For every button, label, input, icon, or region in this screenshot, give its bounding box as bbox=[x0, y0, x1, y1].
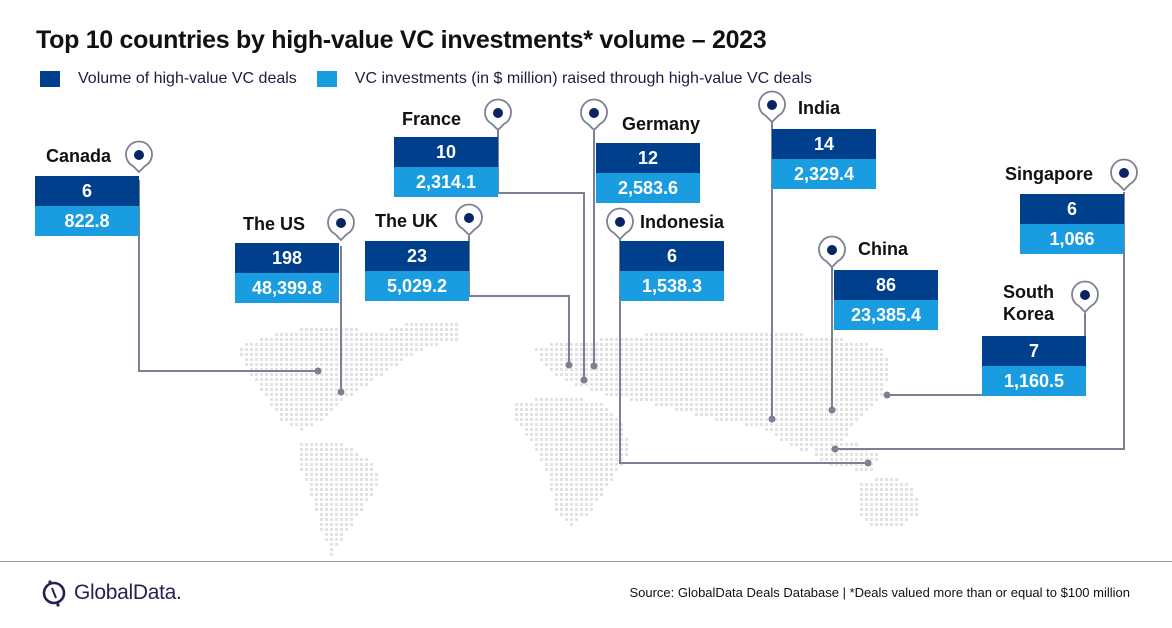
chart-title: Top 10 countries by high-value VC invest… bbox=[36, 26, 767, 54]
country-label-uk: The UK bbox=[375, 211, 438, 231]
legend-item-volume: Volume of high-value VC deals bbox=[40, 70, 297, 88]
legend: Volume of high-value VC deals VC investm… bbox=[40, 70, 832, 88]
map-pin-dot-south-korea bbox=[1080, 290, 1090, 300]
location-dot-france bbox=[580, 376, 588, 384]
location-dot-south-korea bbox=[883, 391, 891, 399]
location-dot-singapore bbox=[831, 445, 839, 453]
data-box-south-korea: 7 1,160.5 bbox=[982, 336, 1086, 396]
volume-value: 6 bbox=[1020, 194, 1124, 224]
connector-line-canada bbox=[138, 180, 318, 372]
location-dot-indonesia bbox=[864, 459, 872, 467]
map-pin-dot-uk bbox=[464, 213, 474, 223]
globaldata-logo: GlobalData. bbox=[40, 578, 182, 608]
map-pin-dot-indonesia bbox=[615, 217, 625, 227]
investment-value: 1,066 bbox=[1020, 224, 1124, 254]
legend-swatch-volume bbox=[40, 71, 60, 87]
location-dot-uk bbox=[565, 361, 573, 369]
country-label-south-korea: South Korea bbox=[1003, 282, 1055, 324]
map-pin-dot-india bbox=[767, 100, 777, 110]
map-pin-dot-us bbox=[336, 218, 346, 228]
investment-value: 1,160.5 bbox=[982, 366, 1086, 396]
volume-value: 6 bbox=[35, 176, 139, 206]
country-label-china: China bbox=[858, 239, 909, 259]
data-box-germany: 12 2,583.6 bbox=[596, 143, 700, 203]
legend-label-volume: Volume of high-value VC deals bbox=[78, 70, 297, 87]
location-dot-us bbox=[337, 388, 345, 396]
investment-value: 1,538.3 bbox=[620, 271, 724, 301]
country-label-france: France bbox=[402, 109, 462, 129]
country-label-indonesia: Indonesia bbox=[640, 212, 725, 232]
legend-swatch-investments bbox=[316, 71, 337, 87]
connector-line-indonesia bbox=[619, 236, 868, 464]
volume-value: 86 bbox=[834, 270, 938, 300]
country-label-canada: Canada bbox=[46, 146, 112, 166]
map-pin-dot-singapore bbox=[1119, 168, 1129, 178]
map-pin-dot-germany bbox=[589, 108, 599, 118]
country-label-india: India bbox=[798, 98, 841, 118]
investment-value: 5,029.2 bbox=[365, 271, 469, 301]
logo-text: GlobalData. bbox=[74, 581, 182, 604]
data-box-uk: 23 5,029.2 bbox=[365, 241, 469, 301]
map-pin-dot-canada bbox=[134, 150, 144, 160]
legend-item-investments: VC investments (in $ million) raised thr… bbox=[316, 70, 812, 88]
location-dot-china bbox=[828, 406, 836, 414]
investment-value: 822.8 bbox=[35, 206, 139, 236]
volume-value: 7 bbox=[982, 336, 1086, 366]
volume-value: 12 bbox=[596, 143, 700, 173]
map-dots bbox=[240, 323, 918, 556]
data-box-india: 14 2,329.4 bbox=[772, 129, 876, 189]
volume-value: 14 bbox=[772, 129, 876, 159]
investment-value: 2,583.6 bbox=[596, 173, 700, 203]
world-map bbox=[125, 90, 1138, 556]
country-label-germany: Germany bbox=[622, 114, 701, 134]
globaldata-logo-icon bbox=[42, 580, 66, 607]
location-dot-germany bbox=[590, 362, 598, 370]
location-dot-india bbox=[768, 415, 776, 423]
map-pin-dot-china bbox=[827, 245, 837, 255]
connector-line-france bbox=[497, 130, 585, 380]
volume-value: 6 bbox=[620, 241, 724, 271]
volume-value: 10 bbox=[394, 137, 498, 167]
country-label-singapore: Singapore bbox=[1005, 164, 1094, 184]
data-box-singapore: 6 1,066 bbox=[1020, 194, 1124, 254]
connector-line-singapore bbox=[835, 192, 1125, 450]
source-note: Source: GlobalData Deals Database | *Dea… bbox=[629, 585, 1130, 600]
investment-value: 48,399.8 bbox=[235, 273, 339, 303]
data-box-canada: 6 822.8 bbox=[35, 176, 139, 236]
connector-line-uk bbox=[468, 236, 570, 365]
volume-value: 23 bbox=[365, 241, 469, 271]
map-pin-dot-france bbox=[493, 108, 503, 118]
investment-value: 23,385.4 bbox=[834, 300, 938, 330]
volume-value: 198 bbox=[235, 243, 339, 273]
country-label-us: The US bbox=[243, 214, 306, 234]
data-box-us: 198 48,399.8 bbox=[235, 243, 339, 303]
data-box-indonesia: 6 1,538.3 bbox=[620, 241, 724, 301]
legend-label-investments: VC investments (in $ million) raised thr… bbox=[354, 70, 812, 87]
data-box-france: 10 2,314.1 bbox=[394, 137, 498, 197]
footer-divider bbox=[0, 561, 1172, 562]
investment-value: 2,329.4 bbox=[772, 159, 876, 189]
investment-value: 2,314.1 bbox=[394, 167, 498, 197]
location-dot-canada bbox=[314, 367, 322, 375]
data-box-china: 86 23,385.4 bbox=[834, 270, 938, 330]
